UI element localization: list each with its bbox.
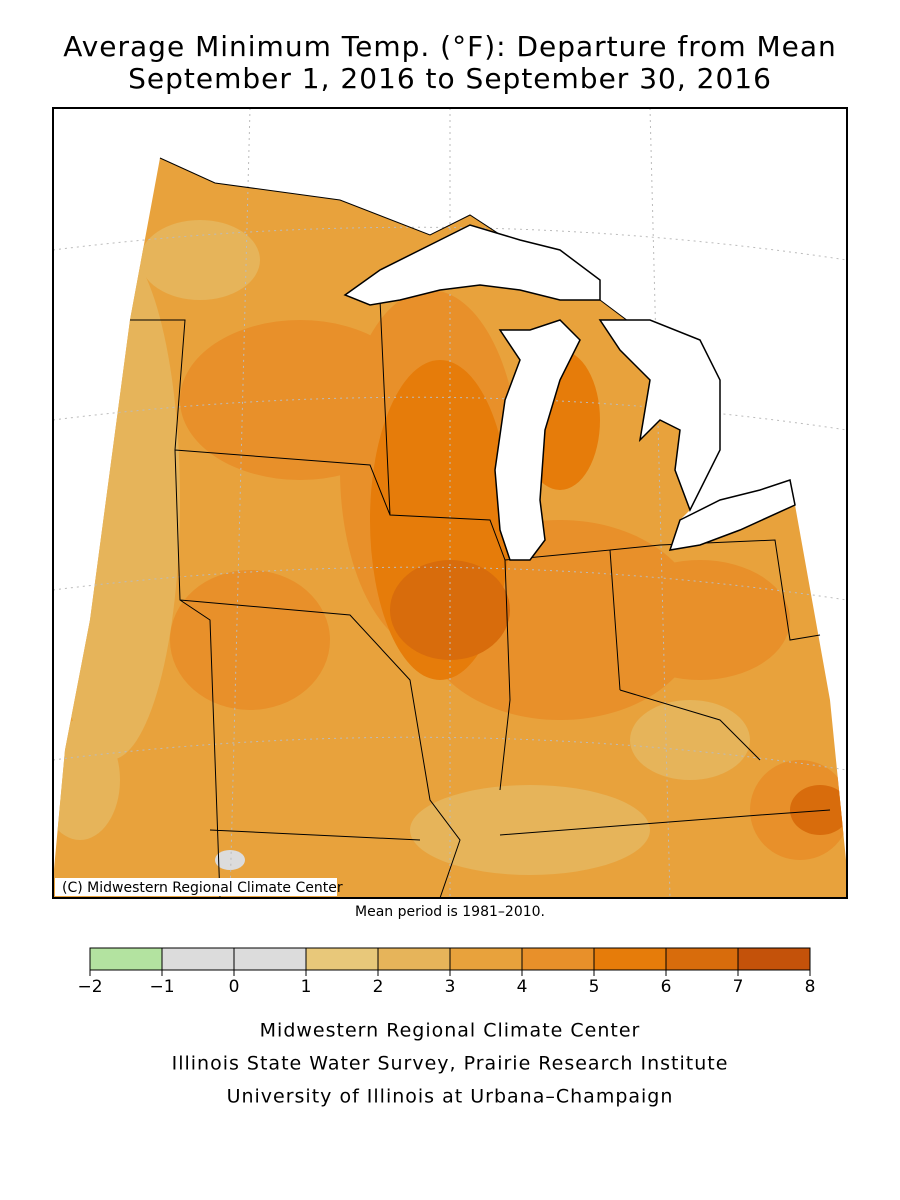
legend-bin [305, 947, 379, 971]
legend-tick-label: 3 [445, 977, 456, 997]
legend-bin [233, 947, 307, 971]
legend-bin [89, 947, 163, 971]
legend-tick-label: 1 [301, 977, 312, 997]
copyright-box [55, 878, 337, 896]
legend-tick-label: 6 [661, 977, 672, 997]
legend-bin [737, 947, 811, 971]
legend-tick-label: −2 [77, 977, 102, 997]
legend-bin [593, 947, 667, 971]
map-frame [52, 107, 848, 899]
footer-line: Illinois State Water Survey, Prairie Res… [172, 1053, 729, 1075]
mean-period-note: Mean period is 1981–2010. [355, 904, 545, 920]
legend-tick-label: 0 [229, 977, 240, 997]
legend-bin [521, 947, 595, 971]
color-legend: −2 −1 0 1 2 3 4 5 6 7 8 [77, 947, 816, 997]
legend-tick-label: 7 [733, 977, 744, 997]
copyright: (C) Midwestern Regional Climate Center [62, 880, 343, 896]
lake-huron [598, 319, 721, 512]
lake-michigan [494, 319, 581, 561]
legend-tick-label: 2 [373, 977, 384, 997]
legend-bin [449, 947, 523, 971]
legend-bin [161, 947, 235, 971]
footer-line: University of Illinois at Urbana–Champai… [227, 1086, 674, 1108]
legend-bin [665, 947, 739, 971]
title-line: Average Minimum Temp. (°F): Departure fr… [63, 30, 837, 63]
lake-erie [668, 479, 796, 551]
legend-tick-label: 4 [517, 977, 528, 997]
legend-tick-label: 5 [589, 977, 600, 997]
legend-bin [377, 947, 451, 971]
state-borders [130, 157, 831, 899]
lake-superior [343, 224, 601, 306]
map: (C) Midwestern Regional Climate Center [52, 107, 848, 899]
footer-line: Midwestern Regional Climate Center [260, 1020, 641, 1042]
legend-tick-label: −1 [149, 977, 174, 997]
legend-tick-label: 8 [805, 977, 816, 997]
title-line: September 1, 2016 to September 30, 2016 [128, 62, 772, 95]
graticule [52, 107, 848, 899]
